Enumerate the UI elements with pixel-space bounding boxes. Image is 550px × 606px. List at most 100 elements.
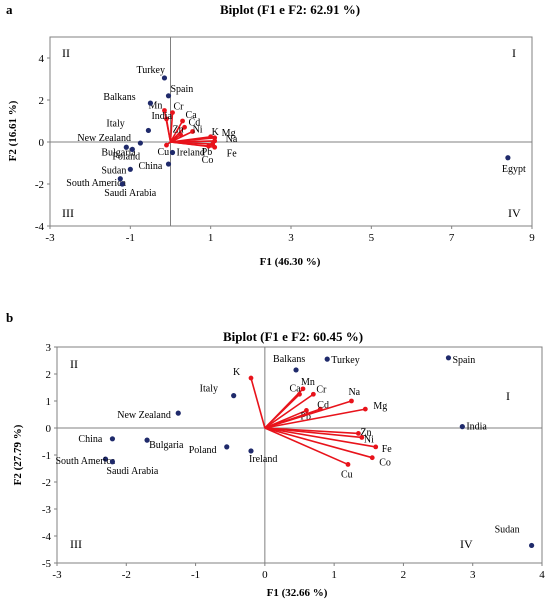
vector-tip-co	[369, 455, 375, 461]
observation-point-spain	[445, 355, 452, 361]
observation-point-new-zealand	[137, 140, 143, 146]
variable-label-india: India	[151, 111, 172, 122]
observation-point-sudan	[127, 166, 133, 172]
observation-label-south-america: South America	[66, 178, 126, 189]
vector-tip-ni	[359, 435, 365, 440]
variable-label-cd: Cd	[189, 117, 201, 128]
y-tick-label: 0	[46, 423, 52, 435]
variable-label-cd: Cd	[317, 400, 329, 411]
zero-lines-b	[57, 347, 542, 563]
observations-a: Turkey Spain Balkans Italy New Zealand Bulgar…	[66, 65, 526, 199]
observation-point-bulgaria	[123, 144, 129, 150]
vector-india	[165, 118, 172, 143]
observation-point-saudi-arabia	[109, 459, 116, 465]
vector-tip-pb	[304, 408, 309, 413]
vector-cr	[169, 112, 174, 143]
observation-point-china	[109, 436, 116, 442]
plot-frame-b	[56, 346, 543, 564]
vector-fe	[264, 427, 376, 448]
quadrant-label-iii-b: III	[70, 537, 82, 551]
observation-point-poland	[129, 146, 135, 152]
x-tick-label: 9	[529, 232, 535, 244]
observation-label-spain: Spain	[452, 355, 475, 366]
variable-label-pb: Pb	[300, 411, 311, 422]
vector-tip-cd	[182, 124, 187, 130]
x-tick-label: -1	[191, 569, 200, 581]
vector-ca	[169, 120, 184, 143]
y-tick-label: 3	[46, 342, 52, 354]
observation-label-egypt: Egypt	[502, 164, 526, 175]
tick-labels-b: -3 -2 -1 0 1 2 3 4 -5 -4 -3 -2 -1 0 1 2 3	[42, 342, 545, 581]
y-tick-label: 2	[46, 369, 52, 381]
observation-label-south-america: South America	[56, 456, 116, 467]
observation-point-poland	[224, 444, 230, 450]
observation-label-bulgaria: Bulgaria	[149, 440, 184, 451]
vector-tip-fe	[373, 444, 379, 450]
observation-point-turkey	[324, 356, 330, 362]
vector-tip-ca	[180, 118, 185, 124]
variable-label-mg: Mg	[222, 128, 236, 139]
observation-label-turkey: Turkey	[136, 65, 165, 76]
x-tick-label: 0	[262, 569, 268, 581]
observation-label-italy: Italy	[200, 384, 218, 395]
panel-label-b: b	[6, 310, 13, 325]
x-tick-label: 3	[470, 569, 476, 581]
vector-cu	[264, 427, 349, 466]
vector-tip-mg	[362, 406, 368, 412]
observation-label-saudi-arabia: Saudi Arabia	[104, 188, 156, 199]
quadrant-label-ii-b: II	[70, 357, 78, 371]
variable-label-zn: Zn	[360, 427, 371, 438]
variable-label-ni: Ni	[364, 434, 374, 445]
y-tick-label: -4	[35, 221, 45, 233]
variable-label-mg: Mg	[373, 401, 387, 412]
x-tick-label: 4	[539, 569, 545, 581]
observation-point-saudi-arabia	[119, 181, 125, 187]
vector-tip-ca	[297, 391, 302, 397]
observation-label-china: China	[138, 161, 162, 172]
observation-label-turkey: Turkey	[331, 355, 360, 366]
variable-label-mn: Mn	[301, 377, 315, 388]
vector-tip-cr	[170, 110, 175, 115]
vector-co	[264, 427, 373, 459]
panel-label-a: a	[6, 2, 13, 17]
observation-point-south-america	[117, 176, 123, 182]
observation-label-balkans: Balkans	[273, 354, 305, 365]
variable-label-cr: Cr	[316, 384, 327, 395]
vector-cr	[264, 393, 314, 429]
observation-label-ireland: Ireland	[249, 454, 277, 465]
observation-label-balkans: Balkans	[103, 92, 135, 103]
variable-label-co: Co	[379, 458, 391, 469]
variable-label-ca: Ca	[290, 383, 302, 394]
observation-label-sudan: Sudan	[495, 524, 520, 535]
y-tick-label: 4	[39, 53, 45, 65]
x-tick-label: -2	[122, 569, 131, 581]
tick-labels-a: -3 -1 1 3 5 7 9 -4 -2 0 2 4	[35, 53, 535, 244]
y-tick-label: -4	[42, 531, 52, 543]
vector-mg	[264, 408, 366, 429]
observation-label-poland: Poland	[189, 445, 217, 456]
observation-label-ireland: Ireland	[177, 148, 205, 159]
variable-label-mn: Mn	[148, 101, 162, 112]
y-tick-label: -3	[42, 504, 52, 516]
observations-b: Balkans Turkey Spain Italy New Zealand India C…	[56, 354, 535, 549]
vector-ca	[264, 393, 301, 429]
variable-label-fe: Fe	[382, 444, 393, 455]
observation-label-india: India	[466, 422, 487, 433]
variable-label-k: K	[212, 127, 220, 138]
quadrant-label-i-a: I	[512, 46, 516, 60]
observation-point-ireland	[169, 149, 176, 156]
observation-point-china	[165, 161, 172, 167]
variable-label-co: Co	[202, 155, 214, 166]
observation-point-italy	[145, 127, 152, 134]
variable-label-fe: Fe	[227, 148, 238, 159]
observation-point-india	[459, 424, 465, 430]
vector-tip-na	[349, 398, 354, 404]
y-tick-label: -2	[35, 179, 44, 191]
x-tick-label: 1	[208, 232, 214, 244]
observation-label-china: China	[78, 434, 102, 445]
observation-label-new-zealand: New Zealand	[77, 133, 131, 144]
y-tick-label: 0	[39, 137, 45, 149]
